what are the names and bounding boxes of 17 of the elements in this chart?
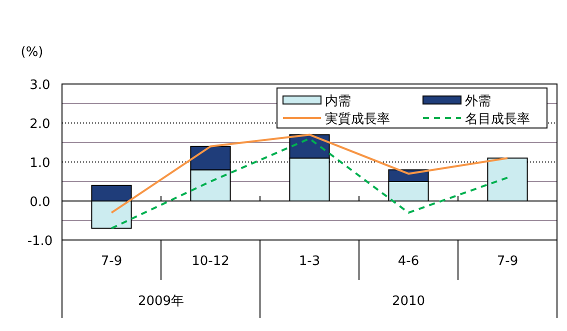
legend-label: 実質成長率 (325, 111, 390, 127)
legend-label: 名目成長率 (465, 111, 530, 127)
x-tick-label: 7-9 (100, 254, 122, 269)
legend-label: 内需 (325, 94, 351, 109)
y-axis-title: (%) (20, 45, 44, 60)
y-tick-label: 0.0 (30, 195, 50, 210)
legend-label: 外需 (465, 94, 491, 109)
text: 2009年 (138, 294, 184, 309)
y-tick-label: 3.0 (30, 78, 50, 93)
y-tick-label: 2.0 (30, 117, 50, 132)
x-tick-label: 1-3 (298, 254, 320, 269)
y-tick-label: -1.0 (27, 234, 53, 249)
text: 2010 (392, 294, 426, 309)
x-tick-label: 10-12 (192, 254, 230, 269)
x-tick-label: 4-6 (398, 254, 420, 269)
y-tick-label: 1.0 (30, 156, 50, 171)
x-tick-label: 7-9 (496, 254, 518, 269)
